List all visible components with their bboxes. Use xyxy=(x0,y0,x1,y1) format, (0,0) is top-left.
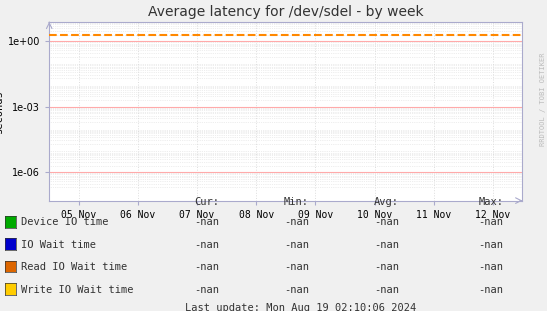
Text: RRDTOOL / TOBI OETIKER: RRDTOOL / TOBI OETIKER xyxy=(540,53,546,146)
Text: Last update: Mon Aug 19 02:10:06 2024: Last update: Mon Aug 19 02:10:06 2024 xyxy=(185,303,416,311)
Text: Read IO Wait time: Read IO Wait time xyxy=(21,262,127,272)
Text: -nan: -nan xyxy=(374,262,399,272)
Text: -nan: -nan xyxy=(284,262,309,272)
Text: -nan: -nan xyxy=(284,285,309,295)
Text: Avg:: Avg: xyxy=(374,197,399,207)
Text: -nan: -nan xyxy=(478,285,503,295)
Text: -nan: -nan xyxy=(478,262,503,272)
Text: -nan: -nan xyxy=(194,285,219,295)
Text: -nan: -nan xyxy=(194,262,219,272)
Text: -nan: -nan xyxy=(194,217,219,227)
Text: -nan: -nan xyxy=(478,240,503,250)
Text: -nan: -nan xyxy=(284,217,309,227)
Text: -nan: -nan xyxy=(478,217,503,227)
Text: IO Wait time: IO Wait time xyxy=(21,240,96,250)
Y-axis label: seconds: seconds xyxy=(0,89,4,133)
Text: Device IO time: Device IO time xyxy=(21,217,108,227)
Title: Average latency for /dev/sdel - by week: Average latency for /dev/sdel - by week xyxy=(148,5,423,19)
Text: -nan: -nan xyxy=(194,240,219,250)
Text: -nan: -nan xyxy=(284,240,309,250)
Text: -nan: -nan xyxy=(374,285,399,295)
Text: Max:: Max: xyxy=(478,197,503,207)
Text: Min:: Min: xyxy=(284,197,309,207)
Text: -nan: -nan xyxy=(374,240,399,250)
Text: Write IO Wait time: Write IO Wait time xyxy=(21,285,133,295)
Text: -nan: -nan xyxy=(374,217,399,227)
Text: Cur:: Cur: xyxy=(194,197,219,207)
